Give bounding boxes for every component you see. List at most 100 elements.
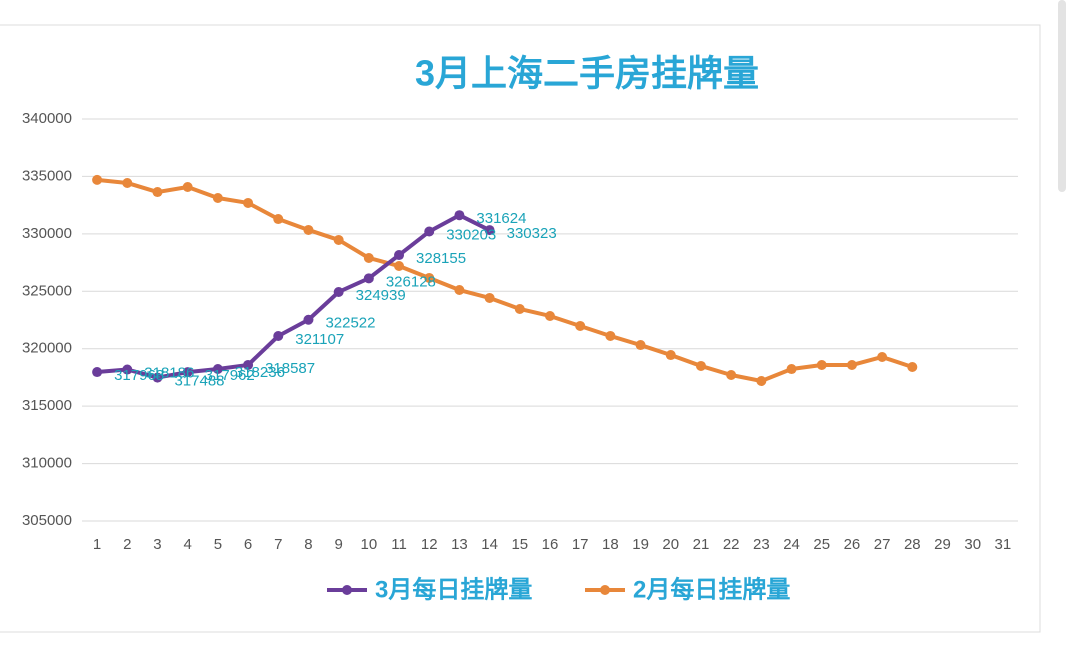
point [786, 364, 797, 375]
y-tick-label: 310000 [22, 455, 72, 472]
point [394, 261, 405, 272]
card [0, 24, 1041, 633]
point [363, 252, 374, 263]
data-label: 318587 [265, 360, 315, 377]
x-tick-label: 16 [542, 536, 559, 553]
point [273, 330, 284, 341]
data-label: 317962 [205, 367, 255, 384]
point [92, 174, 103, 185]
point [454, 285, 465, 296]
point [122, 177, 133, 188]
x-tick-label: 30 [964, 536, 981, 553]
point [605, 330, 616, 341]
point [846, 360, 857, 371]
data-label: 317968 [114, 367, 164, 384]
x-tick-label: 17 [572, 536, 589, 553]
x-tick-label: 10 [360, 536, 377, 553]
x-tick-label: 23 [753, 536, 770, 553]
series-line [96, 213, 491, 380]
point [363, 273, 374, 284]
point [273, 214, 284, 225]
point [182, 367, 193, 378]
x-tick-label: 27 [874, 536, 891, 553]
data-label: 326128 [386, 273, 436, 290]
point [484, 292, 495, 303]
point [695, 360, 706, 371]
point [907, 361, 918, 372]
data-label: 324939 [356, 287, 406, 304]
x-tick-label: 15 [511, 536, 528, 553]
x-tick-label: 2 [123, 536, 131, 553]
point [726, 370, 737, 381]
point [303, 314, 314, 325]
y-tick-label: 320000 [22, 340, 72, 357]
x-tick-label: 12 [421, 536, 438, 553]
point [182, 181, 193, 192]
x-tick-label: 1 [93, 536, 101, 553]
chart-title: 3月上海二手房挂牌量 [415, 53, 759, 94]
x-tick-label: 18 [602, 536, 619, 553]
x-tick-label: 4 [184, 536, 192, 553]
x-tick-label: 14 [481, 536, 498, 553]
legend-marker [600, 585, 610, 595]
x-tick-label: 5 [214, 536, 222, 553]
x-tick-label: 20 [662, 536, 679, 553]
point [333, 234, 344, 245]
point [665, 350, 676, 361]
point [394, 250, 405, 261]
point [303, 224, 314, 235]
y-tick-label: 335000 [22, 167, 72, 184]
data-label: 330203 [446, 226, 496, 243]
x-tick-label: 8 [304, 536, 312, 553]
x-tick-label: 31 [995, 536, 1012, 553]
data-label: 331624 [476, 210, 526, 227]
x-tick-label: 11 [391, 536, 407, 553]
point [243, 197, 254, 208]
data-label: 330323 [507, 225, 557, 242]
point [152, 372, 163, 383]
point [816, 360, 827, 371]
x-tick-label: 13 [451, 536, 468, 553]
point [877, 351, 888, 362]
legend-label: 3月每日挂牌量 [375, 575, 532, 603]
y-tick-label: 330000 [22, 225, 72, 242]
point [92, 367, 103, 378]
y-tick-label: 325000 [22, 282, 72, 299]
point [424, 226, 435, 237]
point [635, 340, 646, 351]
point [424, 272, 435, 283]
point [575, 320, 586, 331]
point [514, 303, 525, 314]
x-tick-label: 9 [334, 536, 342, 553]
point [333, 286, 344, 297]
point [545, 310, 555, 321]
x-tick-label: 26 [844, 536, 861, 553]
x-tick-label: 19 [632, 536, 649, 553]
data-label: 317488 [174, 373, 224, 390]
x-tick-label: 22 [723, 536, 740, 553]
data-label: 318236 [235, 364, 285, 381]
x-tick-label: 24 [783, 536, 800, 553]
data-label: 321107 [295, 331, 344, 348]
series-line [96, 177, 913, 383]
y-tick-label: 315000 [22, 397, 72, 414]
x-tick-label: 28 [904, 536, 921, 553]
data-label: 328155 [416, 250, 466, 267]
point [243, 359, 254, 370]
x-tick-label: 6 [244, 536, 252, 553]
y-tick-label: 305000 [22, 512, 72, 529]
point [484, 225, 495, 236]
scrollbar [1058, 0, 1066, 192]
data-label: 322522 [325, 315, 375, 332]
point [454, 210, 465, 221]
data-label: 318186 [144, 365, 194, 382]
point [122, 364, 133, 375]
y-tick-label: 340000 [22, 110, 72, 127]
point [756, 375, 767, 386]
legend-label: 2月每日挂牌量 [633, 575, 790, 603]
point [152, 187, 163, 198]
x-tick-label: 21 [693, 536, 710, 553]
legend-marker [342, 585, 352, 595]
